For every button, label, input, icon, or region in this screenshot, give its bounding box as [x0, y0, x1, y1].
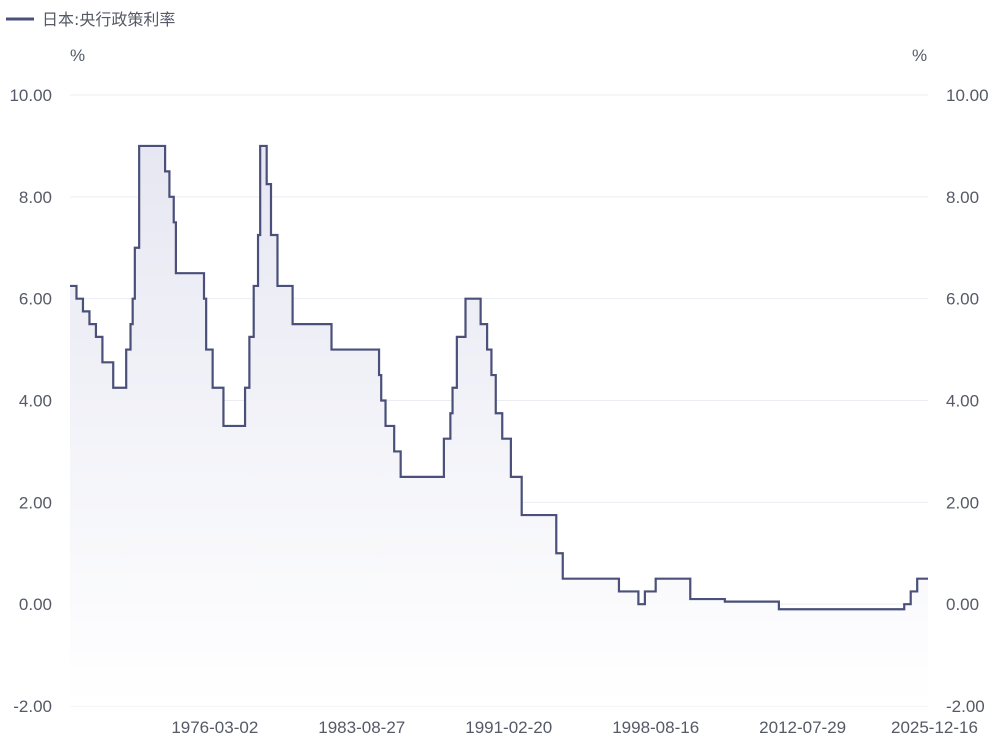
x-tick-label: 1976-03-02 — [171, 718, 258, 737]
y-axis-left-unit: % — [70, 46, 85, 65]
x-tick-label: 1983-08-27 — [318, 718, 405, 737]
y-tick-label-right: -2.00 — [946, 697, 985, 716]
y-tick-label-right: 2.00 — [946, 493, 979, 512]
series-area-fill — [70, 145, 928, 706]
y-tick-label-left: 2.00 — [19, 493, 52, 512]
y-tick-label-left: 8.00 — [19, 188, 52, 207]
y-tick-label-right: 0.00 — [946, 595, 979, 614]
y-tick-label-left: -2.00 — [13, 697, 52, 716]
y-axis-right-ticks: -2.00 0.00 2.00 4.00 6.00 8.00 10.00 — [946, 86, 989, 716]
legend-label: 日本:央行政策利率 — [42, 10, 175, 29]
x-tick-label: 1998-08-16 — [612, 718, 699, 737]
y-tick-label-right: 8.00 — [946, 188, 979, 207]
series-line — [70, 144, 928, 611]
y-axis-left-ticks: -2.00 0.00 2.00 4.00 6.00 8.00 10.00 — [9, 86, 52, 716]
x-axis-ticks: 1976-03-02 1983-08-27 1991-02-20 1998-08-16… — [171, 718, 978, 737]
y-tick-label-right: 6.00 — [946, 290, 979, 309]
y-tick-label-right: 10.00 — [946, 86, 989, 105]
x-tick-label: 1991-02-20 — [465, 718, 552, 737]
series-layer — [70, 144, 928, 706]
y-tick-label-left: 0.00 — [19, 595, 52, 614]
x-tick-label: 2012-07-29 — [759, 718, 846, 737]
y-tick-label-left: 4.00 — [19, 392, 52, 411]
y-tick-label-right: 4.00 — [946, 392, 979, 411]
x-tick-label: 2025-12-16 — [891, 718, 978, 737]
y-tick-label-left: 6.00 — [19, 290, 52, 309]
y-tick-label-left: 10.00 — [9, 86, 52, 105]
y-axis-right-unit: % — [912, 46, 927, 65]
chart-legend[interactable]: 日本:央行政策利率 — [6, 10, 175, 29]
